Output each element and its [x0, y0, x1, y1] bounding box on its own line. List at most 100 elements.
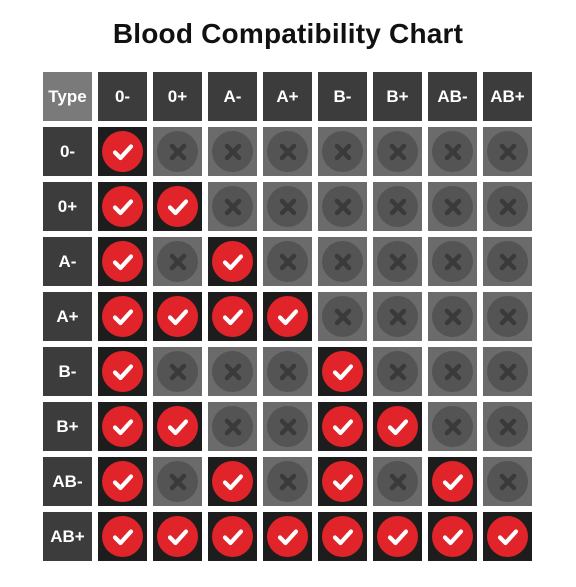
check-icon — [322, 406, 363, 447]
x-icon — [487, 406, 528, 447]
row-header: B- — [43, 347, 92, 396]
x-icon — [487, 296, 528, 337]
check-icon — [212, 516, 253, 557]
compatible-cell — [428, 512, 477, 561]
compatible-cell — [98, 237, 147, 286]
incompatible-cell — [483, 457, 532, 506]
incompatible-cell — [318, 182, 367, 231]
incompatible-cell — [373, 237, 422, 286]
x-icon — [267, 186, 308, 227]
check-icon — [102, 351, 143, 392]
x-icon — [267, 461, 308, 502]
corner-label: Type — [43, 72, 92, 121]
check-icon — [212, 241, 253, 282]
incompatible-cell — [483, 292, 532, 341]
row-header: 0+ — [43, 182, 92, 231]
incompatible-cell — [153, 457, 202, 506]
compatible-cell — [98, 292, 147, 341]
compatible-cell — [98, 127, 147, 176]
x-icon — [432, 241, 473, 282]
incompatible-cell — [263, 182, 312, 231]
row-header: AB- — [43, 457, 92, 506]
x-icon — [322, 241, 363, 282]
compatible-cell — [208, 292, 257, 341]
incompatible-cell — [153, 237, 202, 286]
compatible-cell — [98, 347, 147, 396]
incompatible-cell — [428, 402, 477, 451]
incompatible-cell — [373, 347, 422, 396]
incompatible-cell — [318, 127, 367, 176]
compatible-cell — [98, 512, 147, 561]
column-header: A+ — [263, 72, 312, 121]
x-icon — [212, 406, 253, 447]
column-header: AB- — [428, 72, 477, 121]
x-icon — [212, 351, 253, 392]
compatible-cell — [98, 457, 147, 506]
compatible-cell — [318, 512, 367, 561]
check-icon — [377, 406, 418, 447]
check-icon — [157, 406, 198, 447]
check-icon — [157, 186, 198, 227]
check-icon — [322, 351, 363, 392]
check-icon — [102, 296, 143, 337]
incompatible-cell — [263, 457, 312, 506]
x-icon — [487, 131, 528, 172]
x-icon — [377, 241, 418, 282]
incompatible-cell — [208, 182, 257, 231]
x-icon — [377, 351, 418, 392]
check-icon — [267, 296, 308, 337]
compatible-cell — [373, 512, 422, 561]
x-icon — [157, 351, 198, 392]
compatible-cell — [483, 512, 532, 561]
check-icon — [102, 241, 143, 282]
compatible-cell — [153, 512, 202, 561]
check-icon — [267, 516, 308, 557]
compatible-cell — [208, 457, 257, 506]
incompatible-cell — [373, 292, 422, 341]
incompatible-cell — [318, 292, 367, 341]
check-icon — [322, 461, 363, 502]
incompatible-cell — [318, 237, 367, 286]
check-icon — [102, 516, 143, 557]
x-icon — [322, 296, 363, 337]
incompatible-cell — [428, 237, 477, 286]
incompatible-cell — [428, 292, 477, 341]
compatible-cell — [428, 457, 477, 506]
x-icon — [157, 241, 198, 282]
check-icon — [432, 516, 473, 557]
check-icon — [322, 516, 363, 557]
x-icon — [432, 186, 473, 227]
check-icon — [487, 516, 528, 557]
incompatible-cell — [263, 237, 312, 286]
incompatible-cell — [263, 127, 312, 176]
column-header: 0+ — [153, 72, 202, 121]
x-icon — [487, 186, 528, 227]
compatible-cell — [263, 292, 312, 341]
x-icon — [212, 186, 253, 227]
x-icon — [267, 131, 308, 172]
check-icon — [102, 131, 143, 172]
column-header: 0- — [98, 72, 147, 121]
check-icon — [102, 406, 143, 447]
compatible-cell — [153, 402, 202, 451]
check-icon — [432, 461, 473, 502]
incompatible-cell — [428, 127, 477, 176]
x-icon — [487, 351, 528, 392]
compatible-cell — [153, 292, 202, 341]
compatible-cell — [373, 402, 422, 451]
x-icon — [432, 406, 473, 447]
x-icon — [377, 296, 418, 337]
row-header: B+ — [43, 402, 92, 451]
incompatible-cell — [208, 402, 257, 451]
incompatible-cell — [483, 127, 532, 176]
x-icon — [487, 241, 528, 282]
incompatible-cell — [153, 347, 202, 396]
check-icon — [157, 516, 198, 557]
incompatible-cell — [373, 457, 422, 506]
x-icon — [377, 186, 418, 227]
incompatible-cell — [483, 237, 532, 286]
incompatible-cell — [208, 347, 257, 396]
incompatible-cell — [373, 182, 422, 231]
compatible-cell — [98, 182, 147, 231]
x-icon — [157, 131, 198, 172]
